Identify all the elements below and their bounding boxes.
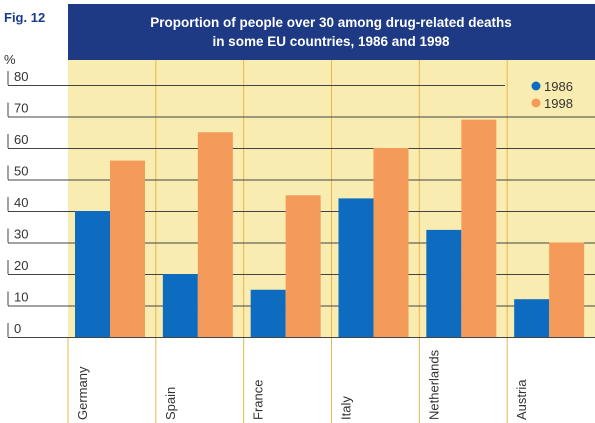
category-label: Germany [75,366,90,420]
category-label: Italy [339,396,354,420]
category-dividers [67,60,508,423]
bar-1998-italy [373,148,409,337]
y-tick-label: 0 [14,321,21,336]
bar-1986-spain [162,274,198,337]
category-label: France [251,380,266,420]
y-tick-label: 50 [14,164,28,179]
bar-1998-spain [197,132,233,337]
legend-label: 1998 [544,96,573,111]
category-label: Netherlands [426,349,441,420]
y-tick-label: 80 [14,69,28,84]
bar-1986-germany [75,211,110,337]
legend-marker [531,81,541,91]
bar-1998-france [285,195,321,337]
legend-marker [531,98,541,108]
y-tick-label: 70 [14,101,28,116]
y-tick-label: 60 [14,132,28,147]
y-axis-unit-label: % [4,52,16,67]
chart-subtitle: in some EU countries, 1986 and 1998 [212,34,450,49]
y-axis-ticks: 0 10 20 30 40 50 60 70 80 [7,69,28,337]
category-label: Spain [163,387,178,420]
figure-label: Fig. 12 [4,10,45,25]
bar-1998-germany [110,160,145,337]
bar-1998-netherlands [461,119,497,338]
y-tick-label: 30 [14,227,28,242]
legend: 1986 1998 [531,79,573,111]
legend-label: 1986 [544,79,573,94]
bar-1986-italy [338,198,374,337]
category-labels: Germany Spain France Italy Netherlands Austri… [75,349,529,420]
bar-1986-france [250,289,286,337]
y-tick-label: 10 [14,290,28,305]
category-label: Austria [514,379,529,420]
y-tick-label: 40 [14,195,28,210]
y-tick-label: 20 [14,258,28,273]
bar-1998-austria [549,242,585,337]
title-band [68,4,595,60]
bar-1986-netherlands [426,229,462,337]
chart-title: Proportion of people over 30 among drug-… [150,15,512,30]
bar-1986-austria [514,299,550,337]
bar-marks [75,119,585,338]
